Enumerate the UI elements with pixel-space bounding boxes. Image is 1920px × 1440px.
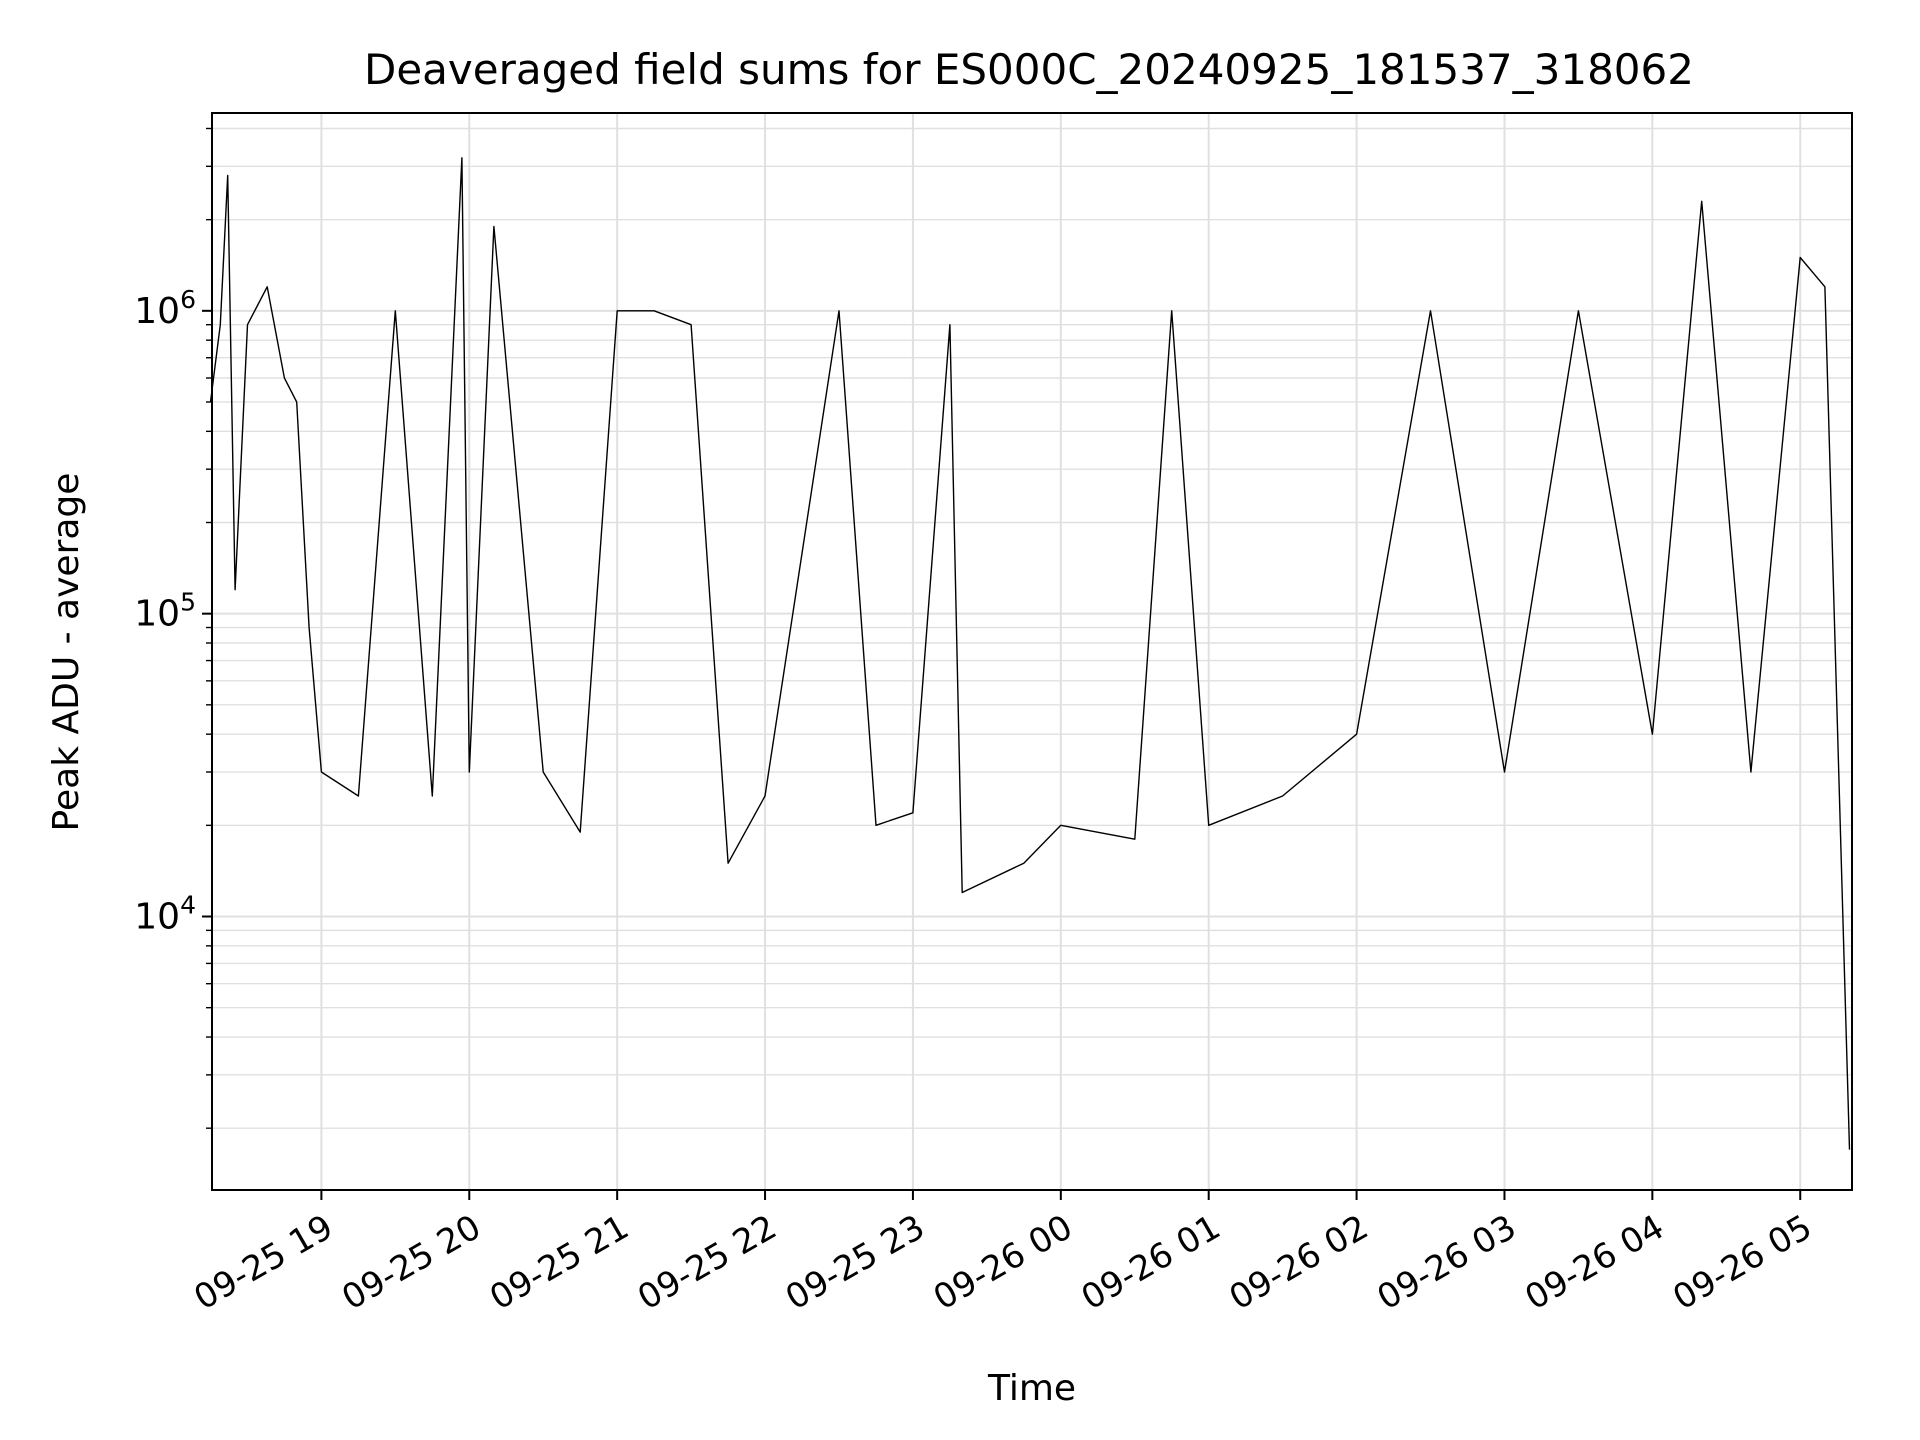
plot-frame: [211, 112, 1853, 1191]
y-axis: 104 105 106: [134, 127, 212, 1129]
x-axis-label: Time: [987, 1368, 1076, 1409]
chart-title: Deaveraged field sums for ES000C_2024092…: [364, 45, 1694, 94]
series-line: [209, 157, 1851, 1150]
series-group: [209, 157, 1851, 1150]
y-tick-label: 104: [134, 891, 196, 938]
y-axis-label: Peak ADU - average: [46, 473, 87, 832]
grid-lines: [212, 113, 1852, 1190]
y-tick-label: 105: [134, 588, 196, 635]
y-tick-label: 106: [134, 285, 196, 332]
